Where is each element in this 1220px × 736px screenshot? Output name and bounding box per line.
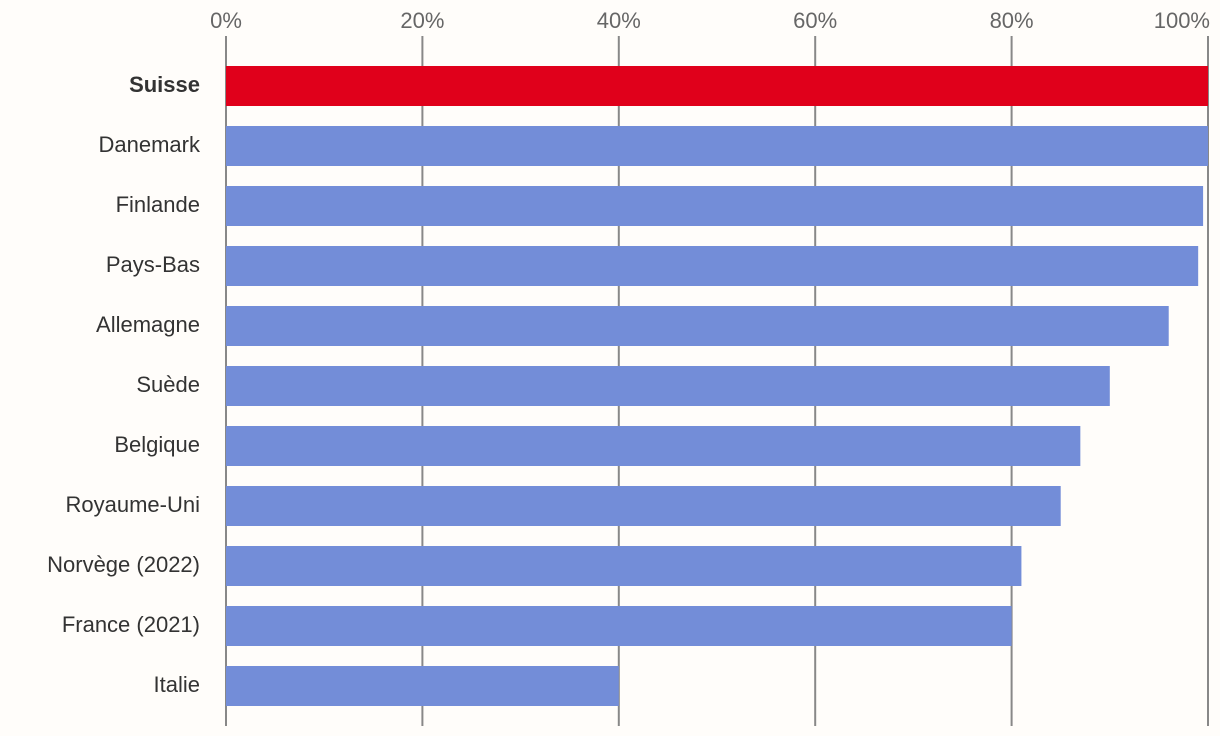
bar [226, 486, 1061, 526]
x-tick-label: 60% [793, 8, 837, 33]
y-tick-label: Royaume-Uni [66, 492, 201, 517]
y-tick-label: Italie [154, 672, 200, 697]
bar [226, 246, 1199, 286]
y-tick-label: Suède [136, 372, 200, 397]
y-tick-label: Norvège (2022) [47, 552, 200, 577]
x-tick-label: 100% [1154, 8, 1210, 33]
y-tick-label: Danemark [99, 132, 201, 157]
y-tick-label: Allemagne [96, 312, 200, 337]
x-tick-label: 0% [210, 8, 242, 33]
x-tick-label: 20% [400, 8, 444, 33]
y-tick-label: Belgique [114, 432, 200, 457]
y-tick-label: Pays-Bas [106, 252, 200, 277]
bar [226, 66, 1208, 106]
bar [226, 426, 1081, 466]
y-tick-label: Finlande [116, 192, 200, 217]
y-tick-label: France (2021) [62, 612, 200, 637]
bar [226, 186, 1204, 226]
x-tick-label: 40% [597, 8, 641, 33]
bar [226, 606, 1012, 646]
x-tick-label: 80% [990, 8, 1034, 33]
bar [226, 126, 1208, 166]
bar [226, 306, 1169, 346]
bar [226, 546, 1022, 586]
bar [226, 366, 1110, 406]
y-tick-label: Suisse [129, 72, 200, 97]
bar [226, 666, 619, 706]
